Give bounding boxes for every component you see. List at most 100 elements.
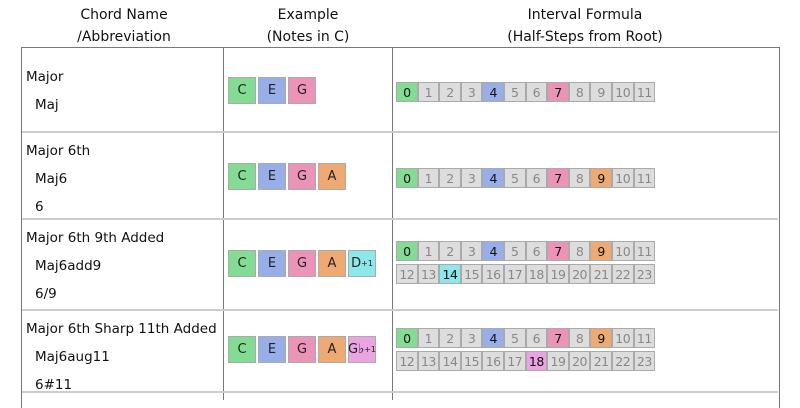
interval-cell-13: 13	[417, 351, 440, 371]
note-box: C	[228, 336, 256, 363]
interval-cell-3: 3	[460, 82, 483, 102]
example-notes: C E G A G♭ +1	[228, 336, 376, 363]
interval-cell-9: 9	[590, 241, 612, 261]
interval-cell-10: 10	[611, 168, 634, 188]
note-label: A	[327, 342, 337, 357]
note-label: G	[296, 256, 308, 271]
interval-cell-17: 17	[503, 351, 526, 371]
header-line: /Abbreviation	[77, 29, 171, 45]
interval-cell-10: 10	[611, 82, 634, 102]
interval-cell-10: 10	[611, 241, 634, 261]
interval-cell-5: 5	[503, 241, 526, 261]
interval-cell-5: 5	[503, 328, 526, 348]
note-label: C	[237, 169, 247, 184]
chord-name: Major 6th Sharp 11th Added	[26, 321, 217, 337]
note-box: E	[258, 336, 286, 363]
chord-table	[21, 47, 780, 408]
interval-cell-6: 6	[525, 82, 548, 102]
interval-cell-3: 3	[460, 241, 483, 261]
chord-name-cell: Major 6th Maj6 6	[26, 137, 90, 221]
note-label: G♭	[348, 342, 365, 357]
chord-name: Major	[26, 69, 64, 85]
interval-cell-20: 20	[568, 264, 591, 284]
chord-name-cell: Major 6th Sharp 11th Added Maj6aug11 6#11	[26, 315, 217, 399]
interval-cell-6: 6	[525, 168, 548, 188]
note-box: C	[228, 77, 256, 104]
interval-row: 12 13 14 15 16 17 18 19 20 21 22 23	[396, 351, 656, 371]
note-label: E	[267, 83, 277, 98]
note-box: C	[228, 163, 256, 190]
interval-formula: 0 1 2 3 4 5 6 7 8 9 10 11 12 13 14 15 16 17 18 19 20 21 22 23	[396, 328, 656, 374]
interval-cell-16: 16	[482, 351, 504, 371]
interval-cell-5: 5	[503, 82, 526, 102]
note-label: E	[267, 342, 277, 357]
interval-cell-0: 0	[396, 328, 418, 348]
interval-cell-14: 14	[439, 351, 461, 371]
interval-cell-22: 22	[611, 351, 634, 371]
interval-cell-14: 14	[439, 264, 461, 284]
note-box: E	[258, 250, 286, 277]
interval-cell-6: 6	[525, 328, 548, 348]
interval-cell-11: 11	[633, 82, 656, 102]
column-divider	[392, 47, 393, 400]
interval-cell-19: 19	[547, 351, 569, 371]
interval-cell-2: 2	[439, 82, 461, 102]
header-line: Chord Name	[80, 7, 168, 23]
interval-formula: 0 1 2 3 4 5 6 7 8 9 10 11 12 13 14 15 16 17 18 19 20 21 22 23	[396, 241, 656, 287]
note-box: G	[288, 336, 316, 363]
note-box: C	[228, 250, 256, 277]
note-box: A	[318, 163, 346, 190]
interval-cell-9: 9	[590, 328, 612, 348]
note-label: E	[267, 256, 277, 271]
interval-row: 0 1 2 3 4 5 6 7 8 9 10 11	[396, 168, 656, 188]
interval-cell-2: 2	[439, 328, 461, 348]
chord-abbreviation: 6#11	[35, 377, 73, 393]
note-box: G	[288, 163, 316, 190]
note-label: G	[296, 169, 308, 184]
interval-cell-7: 7	[547, 328, 569, 348]
interval-cell-0: 0	[396, 82, 418, 102]
row-divider	[22, 131, 778, 133]
example-notes: C E G A D +1	[228, 250, 376, 277]
octave-marker: +1	[364, 345, 377, 354]
interval-cell-9: 9	[590, 168, 612, 188]
chord-abbreviation: 6	[35, 199, 44, 215]
interval-cell-4: 4	[482, 328, 504, 348]
interval-cell-13: 13	[417, 264, 440, 284]
chord-name-cell: Major Maj	[26, 63, 63, 119]
interval-cell-4: 4	[482, 168, 504, 188]
header-line: Example	[277, 7, 339, 23]
interval-cell-15: 15	[460, 264, 483, 284]
interval-cell-20: 20	[568, 351, 591, 371]
interval-formula: 0 1 2 3 4 5 6 7 8 9 10 11	[396, 82, 656, 105]
chord-name: Major 6th 9th Added	[26, 230, 165, 246]
interval-cell-23: 23	[633, 351, 656, 371]
note-label: C	[237, 83, 247, 98]
interval-cell-0: 0	[396, 168, 418, 188]
interval-cell-1: 1	[417, 168, 440, 188]
interval-cell-6: 6	[525, 241, 548, 261]
interval-cell-7: 7	[547, 241, 569, 261]
header-interval-formula: Interval Formula (Half-Steps from Root)	[392, 4, 778, 48]
interval-cell-21: 21	[590, 351, 612, 371]
octave-marker: +1	[361, 259, 373, 268]
interval-cell-22: 22	[611, 264, 634, 284]
note-box: D +1	[348, 250, 376, 277]
chord-abbreviation: Maj6	[35, 171, 68, 187]
chord-name: Major 6th	[26, 143, 91, 159]
note-label: D	[351, 256, 362, 271]
interval-cell-23: 23	[633, 264, 656, 284]
interval-cell-8: 8	[568, 82, 591, 102]
header-line: Interval Formula	[527, 7, 643, 23]
interval-cell-21: 21	[590, 264, 612, 284]
interval-cell-16: 16	[482, 264, 504, 284]
interval-cell-10: 10	[611, 328, 634, 348]
note-box: A	[318, 336, 346, 363]
interval-cell-18: 18	[525, 351, 548, 371]
note-label: E	[267, 169, 277, 184]
interval-row: 0 1 2 3 4 5 6 7 8 9 10 11	[396, 82, 656, 102]
interval-cell-7: 7	[547, 168, 569, 188]
note-box: G	[288, 77, 316, 104]
header-example: Example (Notes in C)	[224, 4, 392, 48]
chord-abbreviation: Maj	[35, 97, 59, 113]
